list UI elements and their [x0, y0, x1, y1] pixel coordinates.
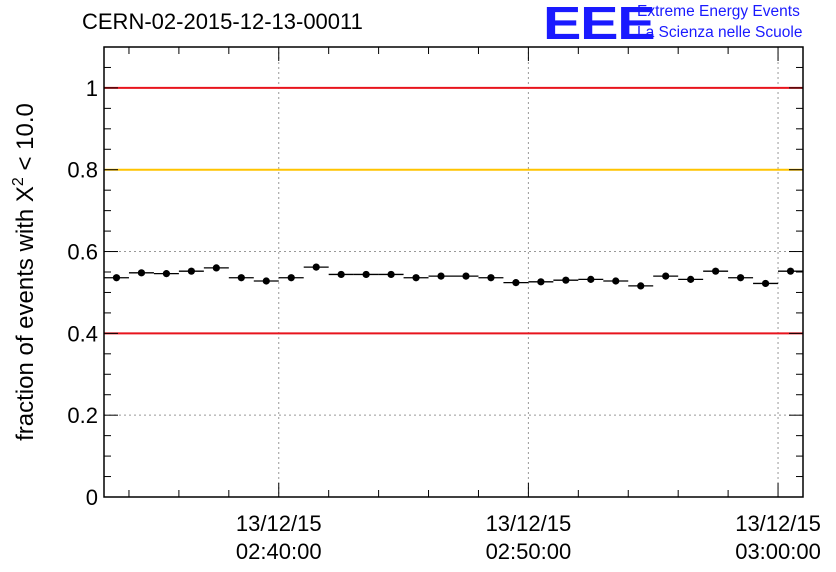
data-marker [462, 272, 470, 280]
chart-title: CERN-02-2015-12-13-00011 [82, 9, 363, 34]
data-point [128, 269, 154, 277]
data-point [553, 276, 579, 284]
data-marker [437, 272, 445, 280]
data-point [153, 270, 179, 278]
y-tick-label: 0.2 [67, 403, 98, 428]
data-point [178, 267, 204, 275]
y-tick-label: 0.8 [67, 158, 98, 183]
data-marker [112, 274, 121, 282]
y-axis-label: fraction of events with X2 < 10.0 [10, 103, 39, 441]
x-tick-time-label: 03:00:00 [735, 539, 821, 564]
data-marker [786, 267, 795, 275]
x-tick-time-label: 02:40:00 [236, 539, 322, 564]
data-marker [287, 274, 295, 282]
x-tick-date-label: 13/12/15 [236, 511, 322, 536]
data-marker [761, 279, 770, 288]
data-point [753, 279, 779, 288]
data-point [378, 270, 404, 279]
data-point [428, 272, 454, 280]
data-marker [262, 277, 270, 285]
data-marker [162, 270, 171, 278]
data-marker [387, 270, 395, 279]
data-marker [687, 275, 695, 283]
data-point [303, 263, 329, 271]
data-point [228, 274, 254, 282]
data-point [203, 264, 229, 272]
data-point [478, 274, 504, 282]
y-tick-label: 0.6 [67, 240, 98, 265]
data-marker [612, 277, 620, 285]
y-tick-label: 1 [86, 76, 98, 101]
data-marker [237, 274, 245, 282]
org-name-line1: Extreme Energy Events [637, 3, 800, 20]
data-point [104, 274, 129, 282]
data-point [353, 270, 379, 279]
data-point [578, 275, 604, 283]
y-tick-label: 0 [86, 485, 98, 510]
data-marker [412, 274, 420, 282]
data-point [653, 272, 679, 280]
data-marker [187, 267, 195, 275]
data-marker [212, 264, 220, 272]
data-point [778, 267, 803, 275]
data-marker [137, 269, 146, 277]
data-marker [562, 276, 570, 284]
data-point [678, 275, 704, 283]
data-point [703, 267, 729, 275]
data-marker [637, 282, 645, 290]
x-tick-time-label: 02:50:00 [486, 539, 572, 564]
plot-frame [103, 46, 804, 498]
eee-logo: EEE [543, 0, 656, 49]
data-marker [537, 278, 545, 286]
data-marker [362, 270, 370, 279]
data-marker [337, 270, 345, 279]
data-point [278, 274, 304, 282]
data-marker [662, 272, 670, 280]
data-point [403, 274, 429, 282]
data-marker [712, 267, 720, 275]
data-marker [487, 274, 495, 282]
data-point [603, 277, 629, 285]
data-point [253, 277, 279, 285]
data-point [453, 272, 479, 280]
data-point [628, 282, 654, 290]
data-point [328, 270, 354, 279]
data-marker [587, 275, 595, 283]
data-marker [512, 279, 520, 287]
x-tick-date-label: 13/12/15 [735, 511, 821, 536]
x-tick-date-label: 13/12/15 [486, 511, 572, 536]
data-point [528, 278, 554, 286]
data-point [503, 279, 529, 287]
y-tick-label: 0.4 [67, 321, 98, 346]
data-marker [736, 274, 745, 282]
data-point [728, 274, 754, 282]
org-name-line2: La Scienza nelle Scuole [637, 24, 803, 41]
data-marker [312, 263, 320, 271]
